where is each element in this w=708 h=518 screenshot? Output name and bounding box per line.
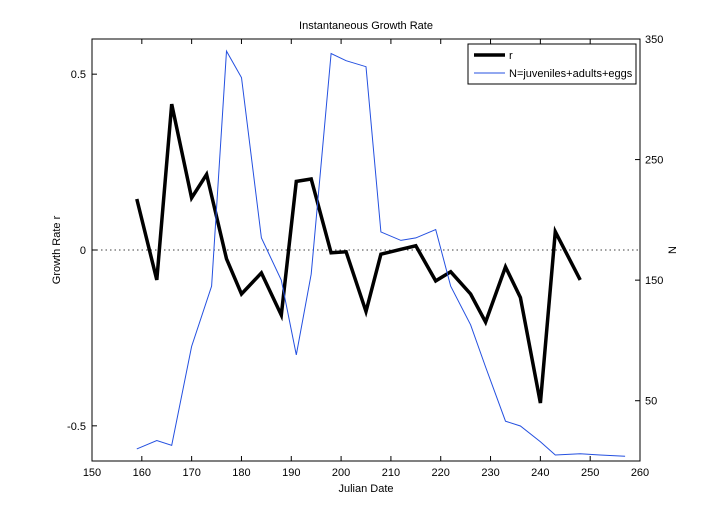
x-tick-label: 150 <box>83 467 101 479</box>
y-tick-label: 0.5 <box>71 69 86 81</box>
x-tick-label: 200 <box>332 467 350 479</box>
x-tick-label: 220 <box>432 467 450 479</box>
x-tick-label: 240 <box>531 467 549 479</box>
x-tick-label: 170 <box>182 467 200 479</box>
y-right-tick-label: 250 <box>645 155 663 167</box>
legend-label-r: r <box>509 50 513 62</box>
x-tick-label: 250 <box>581 467 599 479</box>
x-tick-label: 260 <box>631 467 649 479</box>
x-tick-label: 210 <box>382 467 400 479</box>
y-right-tick-label: 50 <box>645 396 657 408</box>
legend: r N=juveniles+adults+eggs <box>467 43 637 85</box>
y-axis-right-label: N <box>667 246 679 254</box>
legend-label-n: N=juveniles+adults+eggs <box>509 68 633 80</box>
y-tick-label: 0 <box>80 245 86 257</box>
series-line-n <box>136 49 626 457</box>
series-points-n <box>136 51 626 457</box>
series-points-r <box>136 104 581 404</box>
x-tick-label: 190 <box>282 467 300 479</box>
x-axis-label: Julian Date <box>338 483 393 495</box>
x-tick-label: 230 <box>481 467 499 479</box>
ticks-layer: 150 160 170 180 190 200 210 220 230 240 250 260 0.5 0… <box>67 34 663 479</box>
legend-box <box>467 43 637 85</box>
y-tick-label: -0.5 <box>67 421 86 433</box>
y-right-tick-label: 150 <box>645 275 663 287</box>
series-line-r <box>135 103 582 404</box>
chart-title: Instantaneous Growth Rate <box>299 20 433 32</box>
x-tick-label: 180 <box>232 467 250 479</box>
y-axis-label: Growth Rate r <box>51 215 63 284</box>
x-tick-label: 160 <box>133 467 151 479</box>
y-right-tick-label: 350 <box>645 34 663 46</box>
series-layer <box>135 49 626 457</box>
